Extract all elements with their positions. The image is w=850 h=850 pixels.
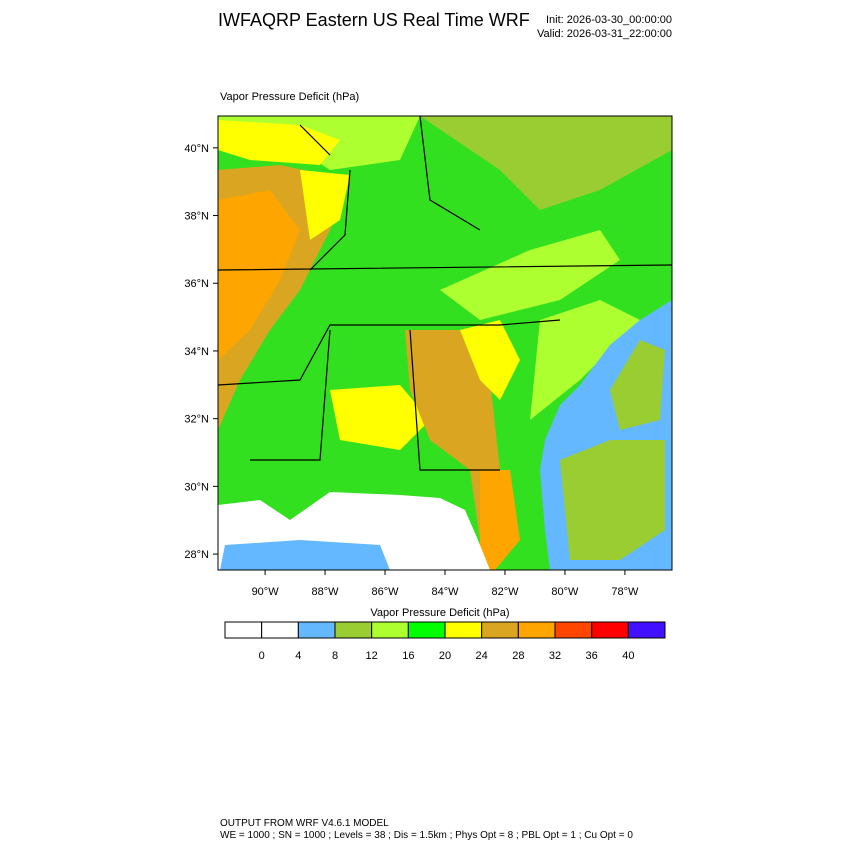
init-time: Init: 2026-03-30_00:00:00 xyxy=(546,14,672,26)
colorbar-label: 16 xyxy=(402,650,414,662)
ocean-field xyxy=(560,440,665,560)
colorbar-label: 32 xyxy=(549,650,561,662)
colorbar-label: 0 xyxy=(259,650,265,662)
colorbar-box xyxy=(554,621,593,639)
field-patch xyxy=(218,120,340,165)
colorbar-box xyxy=(371,621,409,639)
lat-tick-label: 30°N xyxy=(184,481,209,493)
lon-tick-label: 80°W xyxy=(551,586,579,598)
ocean-field xyxy=(610,340,665,430)
footer-line1: OUTPUT FROM WRF V4.6.1 MODEL xyxy=(220,818,389,829)
field-patch xyxy=(218,190,300,360)
lon-tick-label: 82°W xyxy=(491,586,519,598)
field-patch xyxy=(420,116,672,210)
colorbar-box xyxy=(517,621,556,639)
lon-tick-label: 84°W xyxy=(431,586,459,598)
colorbar-title: Vapor Pressure Deficit (hPa) xyxy=(370,607,509,619)
colorbar-box xyxy=(591,621,629,639)
map-label: Vapor Pressure Deficit (hPa) xyxy=(220,91,359,103)
colorbar-label: 28 xyxy=(512,650,524,662)
colorbar-label: 4 xyxy=(295,650,301,662)
lon-tick-label: 78°W xyxy=(611,586,639,598)
field-patch xyxy=(530,300,640,420)
colorbar-box xyxy=(444,621,483,639)
colorbar-box xyxy=(334,621,373,639)
colorbar-label: 40 xyxy=(622,650,634,662)
colorbar-label: 12 xyxy=(366,650,378,662)
colorbar-box xyxy=(297,621,336,639)
field-patch xyxy=(300,170,350,240)
lat-tick-label: 32°N xyxy=(184,414,209,426)
field-patch xyxy=(480,470,520,570)
lon-tick-label: 90°W xyxy=(252,586,280,598)
map-field xyxy=(218,116,672,570)
valid-time: Valid: 2026-03-31_22:00:00 xyxy=(537,28,672,40)
gulf-field xyxy=(220,540,390,570)
field-patch xyxy=(405,330,500,540)
colorbar-box xyxy=(407,621,446,639)
colorbar-box xyxy=(224,621,263,639)
colorbar-box xyxy=(481,621,519,639)
footer-line2: WE = 1000 ; SN = 1000 ; Levels = 38 ; Di… xyxy=(220,830,633,841)
field-patch xyxy=(330,385,430,450)
lon-tick-label: 88°W xyxy=(312,586,340,598)
lon-tick-label: 86°W xyxy=(372,586,400,598)
colorbar-label: 36 xyxy=(586,650,598,662)
colorbar-label: 20 xyxy=(439,650,451,662)
state-borders xyxy=(218,116,672,471)
field-patch xyxy=(460,320,520,400)
title: IWFAQRP Eastern US Real Time WRF xyxy=(218,10,530,30)
colorbar-box xyxy=(627,621,666,639)
lat-tick-label: 36°N xyxy=(184,278,209,290)
lat-tick-label: 38°N xyxy=(184,211,209,223)
colorbar-label: 8 xyxy=(332,650,338,662)
lat-tick-label: 28°N xyxy=(184,549,209,561)
colorbar-box xyxy=(261,621,299,639)
lat-tick-label: 34°N xyxy=(184,346,209,358)
lat-tick-label: 40°N xyxy=(184,143,209,155)
field-patch xyxy=(440,230,620,320)
colorbar-label: 24 xyxy=(476,650,488,662)
